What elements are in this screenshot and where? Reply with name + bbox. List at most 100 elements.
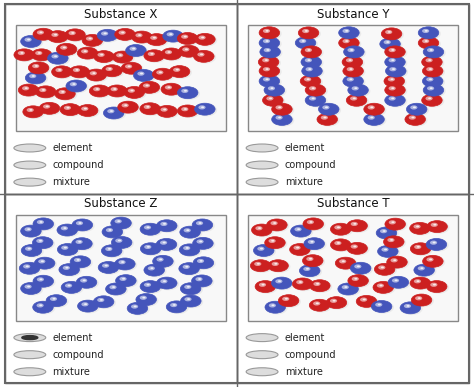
Circle shape — [347, 220, 367, 232]
Circle shape — [199, 240, 202, 242]
Circle shape — [303, 66, 324, 78]
Circle shape — [125, 87, 146, 99]
Circle shape — [57, 224, 78, 236]
Circle shape — [313, 282, 320, 286]
Circle shape — [346, 77, 354, 82]
Circle shape — [311, 98, 315, 99]
Circle shape — [337, 258, 358, 271]
Circle shape — [326, 297, 346, 308]
Circle shape — [422, 94, 442, 106]
Circle shape — [268, 219, 289, 232]
Circle shape — [34, 276, 55, 288]
Circle shape — [364, 113, 384, 125]
Circle shape — [164, 31, 185, 43]
Circle shape — [15, 50, 36, 62]
Circle shape — [429, 78, 432, 80]
Circle shape — [349, 68, 352, 70]
Circle shape — [378, 304, 381, 305]
Circle shape — [121, 62, 142, 74]
Circle shape — [156, 277, 177, 289]
Circle shape — [140, 243, 161, 255]
Circle shape — [246, 178, 278, 186]
Circle shape — [199, 105, 206, 110]
Circle shape — [39, 102, 60, 114]
Circle shape — [272, 305, 274, 306]
Circle shape — [296, 38, 318, 50]
Circle shape — [194, 257, 216, 270]
Circle shape — [148, 266, 155, 271]
Circle shape — [339, 284, 360, 296]
Circle shape — [357, 265, 360, 267]
Circle shape — [165, 50, 172, 54]
Circle shape — [357, 296, 379, 308]
Circle shape — [427, 48, 434, 52]
Circle shape — [343, 29, 350, 33]
Circle shape — [351, 263, 373, 276]
Circle shape — [109, 285, 117, 289]
Circle shape — [389, 67, 396, 71]
Circle shape — [65, 267, 68, 269]
Circle shape — [278, 280, 281, 282]
Circle shape — [389, 96, 396, 101]
Circle shape — [113, 88, 116, 90]
Circle shape — [391, 258, 398, 262]
Circle shape — [354, 264, 361, 269]
Circle shape — [410, 243, 431, 255]
Circle shape — [93, 296, 114, 308]
Circle shape — [21, 225, 41, 237]
Circle shape — [112, 51, 133, 63]
Circle shape — [321, 115, 328, 120]
Circle shape — [43, 104, 50, 109]
Circle shape — [14, 351, 46, 359]
Circle shape — [412, 295, 434, 307]
Circle shape — [193, 257, 214, 269]
Circle shape — [58, 244, 80, 257]
Circle shape — [319, 103, 339, 115]
Circle shape — [195, 103, 215, 115]
Circle shape — [302, 29, 310, 33]
Circle shape — [34, 302, 55, 314]
Circle shape — [196, 221, 203, 225]
Circle shape — [39, 240, 42, 241]
Circle shape — [414, 279, 421, 283]
Circle shape — [187, 298, 190, 300]
Circle shape — [260, 248, 263, 250]
Circle shape — [391, 87, 394, 89]
Circle shape — [390, 239, 393, 241]
Circle shape — [118, 101, 138, 113]
Circle shape — [154, 256, 175, 269]
Circle shape — [254, 245, 274, 257]
Circle shape — [384, 236, 406, 249]
Circle shape — [35, 65, 38, 67]
Circle shape — [384, 75, 404, 87]
Circle shape — [355, 278, 357, 280]
Circle shape — [296, 247, 299, 248]
Circle shape — [136, 294, 156, 305]
Circle shape — [343, 39, 350, 43]
Circle shape — [185, 48, 188, 50]
Circle shape — [39, 305, 42, 306]
Circle shape — [180, 263, 201, 276]
Circle shape — [22, 245, 44, 258]
Circle shape — [415, 296, 422, 300]
Circle shape — [302, 255, 323, 267]
Circle shape — [269, 98, 272, 99]
Circle shape — [146, 226, 150, 228]
Circle shape — [392, 68, 395, 70]
Circle shape — [103, 226, 125, 239]
Circle shape — [266, 49, 269, 51]
Circle shape — [181, 227, 202, 239]
Circle shape — [301, 56, 321, 68]
Circle shape — [304, 77, 311, 81]
Circle shape — [191, 275, 212, 287]
Circle shape — [82, 34, 103, 46]
Circle shape — [373, 301, 394, 314]
Circle shape — [265, 40, 269, 42]
Circle shape — [318, 114, 339, 127]
Circle shape — [116, 275, 136, 287]
Circle shape — [107, 284, 128, 296]
Circle shape — [387, 256, 407, 268]
Circle shape — [411, 278, 433, 290]
Circle shape — [94, 296, 116, 309]
Circle shape — [32, 64, 39, 68]
